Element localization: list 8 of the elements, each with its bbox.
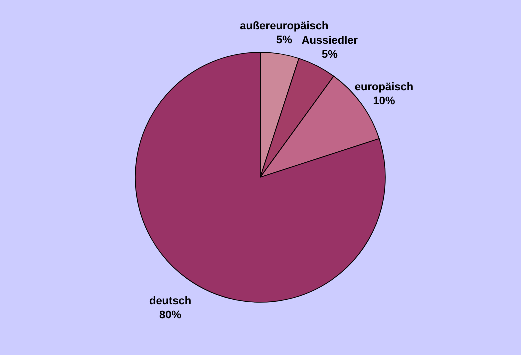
slice-label: europäisch	[354, 82, 414, 94]
slice-label: außereuropäisch	[240, 20, 330, 32]
data-label: 80%	[160, 309, 182, 322]
slice-label: deutsch	[149, 295, 192, 308]
slice-label: Aussiedler	[302, 35, 359, 48]
data-label: 5%	[276, 34, 293, 46]
data-label: 10%	[373, 96, 396, 108]
data-label: 5%	[322, 49, 338, 62]
